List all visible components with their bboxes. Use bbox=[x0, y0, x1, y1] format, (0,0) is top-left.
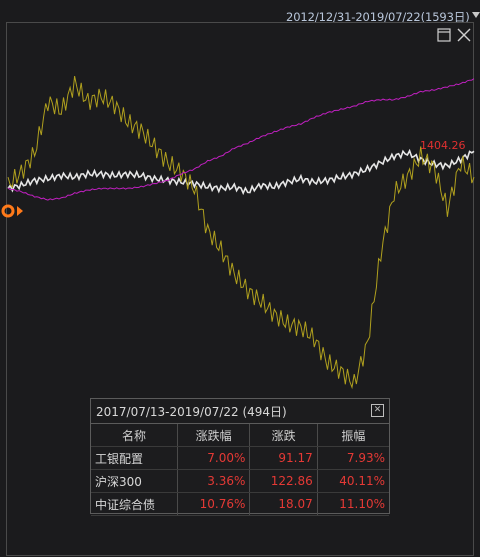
column-header[interactable]: 涨跌 bbox=[249, 424, 318, 447]
row-amp: 40.11% bbox=[317, 469, 389, 493]
chart-frame bbox=[6, 22, 474, 556]
dropdown-arrow-icon[interactable] bbox=[472, 12, 480, 18]
row-pct: 3.36% bbox=[177, 469, 251, 493]
table-row[interactable]: 工银配置 7.00% 91.17 7.93% bbox=[91, 446, 389, 470]
interval-stats-panel: 2017/07/13-2019/07/22 (494日) ✕ 名称 涨跌幅 涨跌… bbox=[90, 398, 390, 516]
last-value-label: 1404.26 bbox=[420, 139, 466, 152]
panel-header: 2017/07/13-2019/07/22 (494日) ✕ bbox=[91, 399, 389, 424]
table-header-row: 名称 涨跌幅 涨跌 振幅 bbox=[91, 424, 389, 447]
start-marker-icon bbox=[1, 204, 15, 218]
column-header[interactable]: 振幅 bbox=[317, 424, 389, 447]
date-range-label[interactable]: 2012/12/31-2019/07/22(1593日) bbox=[286, 10, 470, 24]
row-name: 沪深300 bbox=[91, 469, 178, 493]
stats-table: 名称 涨跌幅 涨跌 振幅 工银配置 7.00% 91.17 7.93% 沪深30… bbox=[91, 424, 389, 516]
row-amp: 7.93% bbox=[317, 446, 389, 470]
row-amp: 11.10% bbox=[317, 492, 389, 516]
restore-window-icon[interactable] bbox=[436, 27, 452, 43]
row-chg: 18.07 bbox=[249, 492, 318, 516]
series-line-2 bbox=[7, 78, 475, 201]
series-line-0 bbox=[7, 148, 475, 196]
column-header[interactable]: 涨跌幅 bbox=[177, 424, 251, 447]
table-row[interactable]: 沪深300 3.36% 122.86 40.11% bbox=[91, 469, 389, 493]
row-chg: 122.86 bbox=[249, 469, 318, 493]
row-name: 中证综合债 bbox=[91, 492, 178, 516]
row-name: 工银配置 bbox=[91, 446, 178, 470]
start-arrow-icon bbox=[17, 206, 23, 216]
series-line-1 bbox=[7, 76, 475, 390]
row-chg: 91.17 bbox=[249, 446, 318, 470]
column-header[interactable]: 名称 bbox=[91, 424, 178, 447]
panel-title: 2017/07/13-2019/07/22 (494日) bbox=[96, 405, 287, 419]
table-row[interactable]: 中证综合债 10.76% 18.07 11.10% bbox=[91, 492, 389, 516]
close-icon[interactable] bbox=[456, 27, 472, 43]
row-pct: 10.76% bbox=[177, 492, 251, 516]
panel-close-icon[interactable]: ✕ bbox=[371, 404, 384, 417]
row-pct: 7.00% bbox=[177, 446, 251, 470]
